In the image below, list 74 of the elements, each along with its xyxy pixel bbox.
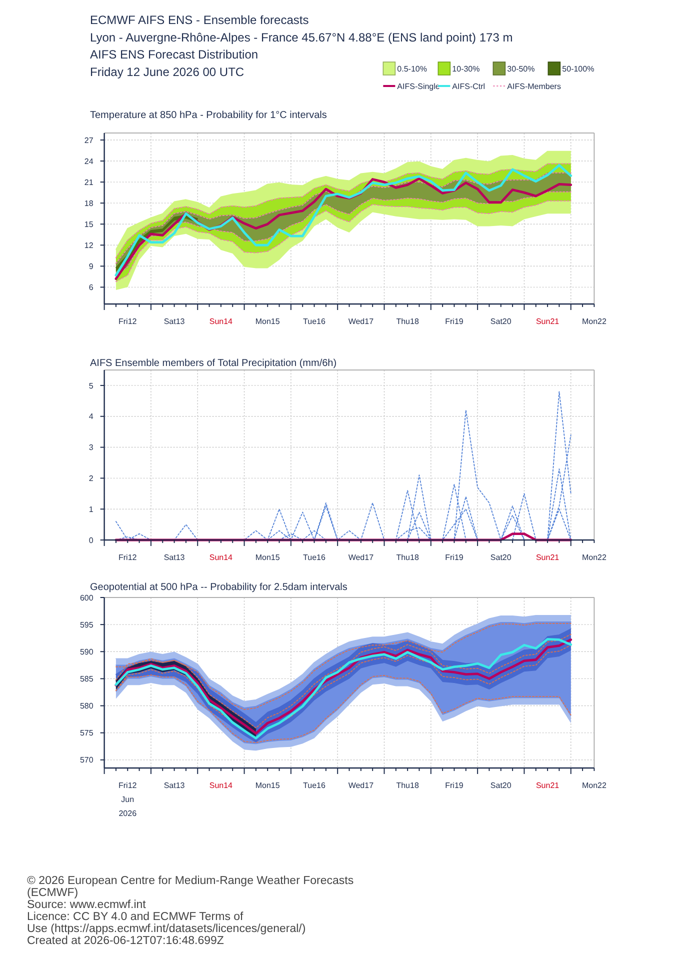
legend-label: 50-100% bbox=[562, 64, 594, 74]
y-tick-label: 1 bbox=[88, 504, 94, 514]
y-tick-label: 590 bbox=[80, 647, 94, 656]
chart-title: AIFS Ensemble members of Total Precipitation (mm/6h) bbox=[90, 358, 337, 369]
y-tick-label: 5 bbox=[88, 381, 94, 390]
x-tick-label: Fri12 bbox=[118, 553, 138, 562]
legend-label: 10-30% bbox=[452, 64, 480, 74]
x-tick-label: Mon15 bbox=[255, 781, 280, 790]
x-tick-label: Thu18 bbox=[396, 553, 420, 562]
x-tick-label: Mon22 bbox=[582, 553, 607, 562]
y-tick-label: 6 bbox=[88, 282, 94, 292]
text: Licence: CC BY 4.0 and ECMWF Terms of bbox=[27, 911, 244, 923]
chart-title: Geopotential at 500 hPa -- Probability for 2.5dam intervals bbox=[90, 582, 348, 593]
y-tick-label: 580 bbox=[80, 702, 94, 711]
x-tick-label: Tue16 bbox=[303, 781, 326, 790]
x-tick-label: Fri19 bbox=[445, 317, 464, 326]
y-tick-label: 595 bbox=[80, 620, 94, 630]
text: ECMWF AIFS ENS - Ensemble forecasts bbox=[90, 13, 309, 27]
x-tick-label: Wed17 bbox=[348, 781, 374, 790]
y-tick-label: 18 bbox=[84, 198, 94, 208]
x-tick-label: Wed17 bbox=[348, 317, 374, 326]
x-tick-label: Tue16 bbox=[303, 553, 326, 562]
x-tick-label: Sun14 bbox=[209, 781, 234, 790]
x-tick-label: Wed17 bbox=[348, 553, 374, 562]
text: Lyon - Auvergne-Rhône-Alpes - France 45.67°N 4.88°E (ENS land point) 173 m bbox=[90, 30, 513, 44]
legend-label: AIFS-Members bbox=[507, 82, 561, 91]
x-tick-label: Thu18 bbox=[396, 317, 420, 326]
x-tick-label: Sun14 bbox=[209, 553, 234, 562]
x-tick-label: Sun21 bbox=[536, 781, 560, 790]
y-tick-label: 575 bbox=[80, 728, 94, 738]
x-tick-label: Sat20 bbox=[490, 553, 512, 562]
y-tick-label: 3 bbox=[88, 443, 94, 452]
text: Use (https://apps.ecmwf.int/datasets/licences/general/) bbox=[27, 923, 306, 935]
x-tick-label: Sat13 bbox=[164, 317, 186, 326]
x-tick-label: Mon15 bbox=[255, 553, 280, 562]
x-tick-label: Fri12 bbox=[118, 317, 138, 326]
y-tick-label: 21 bbox=[84, 178, 94, 187]
x-tick-label: Fri12 Jun 2026 bbox=[118, 781, 138, 818]
x-tick-label: Tue16 bbox=[303, 317, 326, 326]
source-note: Source: www.ecmwf.int bbox=[27, 899, 147, 911]
text: AIFS ENS Forecast Distribution bbox=[90, 48, 258, 62]
legend-label: 30-50% bbox=[507, 64, 535, 74]
y-tick-label: 585 bbox=[80, 674, 94, 684]
x-tick-label: Mon22 bbox=[582, 781, 607, 790]
x-tick-label: Mon22 bbox=[582, 317, 607, 326]
y-tick-label: 27 bbox=[84, 136, 94, 145]
y-tick-label: 12 bbox=[84, 240, 94, 250]
x-tick-label: Sat20 bbox=[490, 317, 512, 326]
x-tick-label: Sun21 bbox=[536, 553, 560, 562]
x-tick-label: Mon15 bbox=[255, 317, 280, 326]
y-tick-label: 9 bbox=[88, 262, 94, 271]
x-tick-label: Sun14 bbox=[209, 317, 234, 326]
x-tick-label: Fri19 bbox=[445, 781, 464, 790]
y-tick-label: 2 bbox=[88, 474, 94, 483]
y-tick-label: 4 bbox=[88, 412, 94, 422]
chart-title: Temperature at 850 hPa - Probability for 1°C intervals bbox=[90, 110, 327, 121]
x-tick-label: Thu18 bbox=[396, 781, 420, 790]
x-tick-label: Sun21 bbox=[536, 317, 560, 326]
y-tick-label: 0 bbox=[88, 536, 94, 545]
text: Created at 2026-06-12T07:16:48.699Z bbox=[27, 935, 224, 947]
legend-label: AIFS-Single bbox=[397, 82, 440, 91]
x-tick-label: Sat20 bbox=[490, 781, 512, 790]
y-tick-label: 570 bbox=[80, 756, 94, 765]
y-tick-label: 15 bbox=[84, 220, 94, 229]
x-tick-label: Sat13 bbox=[164, 553, 186, 562]
text: (ECMWF) bbox=[27, 887, 78, 899]
legend-label: 0.5-10% bbox=[397, 64, 427, 74]
text: © 2026 European Centre for Medium-Range Weather Forecasts bbox=[27, 875, 354, 887]
y-tick-label: 600 bbox=[80, 593, 94, 602]
legend-label: AIFS-Ctrl bbox=[452, 82, 486, 91]
text: Friday 12 June 2026 00 UTC bbox=[90, 64, 244, 79]
y-tick-label: 24 bbox=[84, 156, 94, 166]
x-tick-label: Sat13 bbox=[164, 781, 186, 790]
x-tick-label: Fri19 bbox=[445, 553, 464, 562]
